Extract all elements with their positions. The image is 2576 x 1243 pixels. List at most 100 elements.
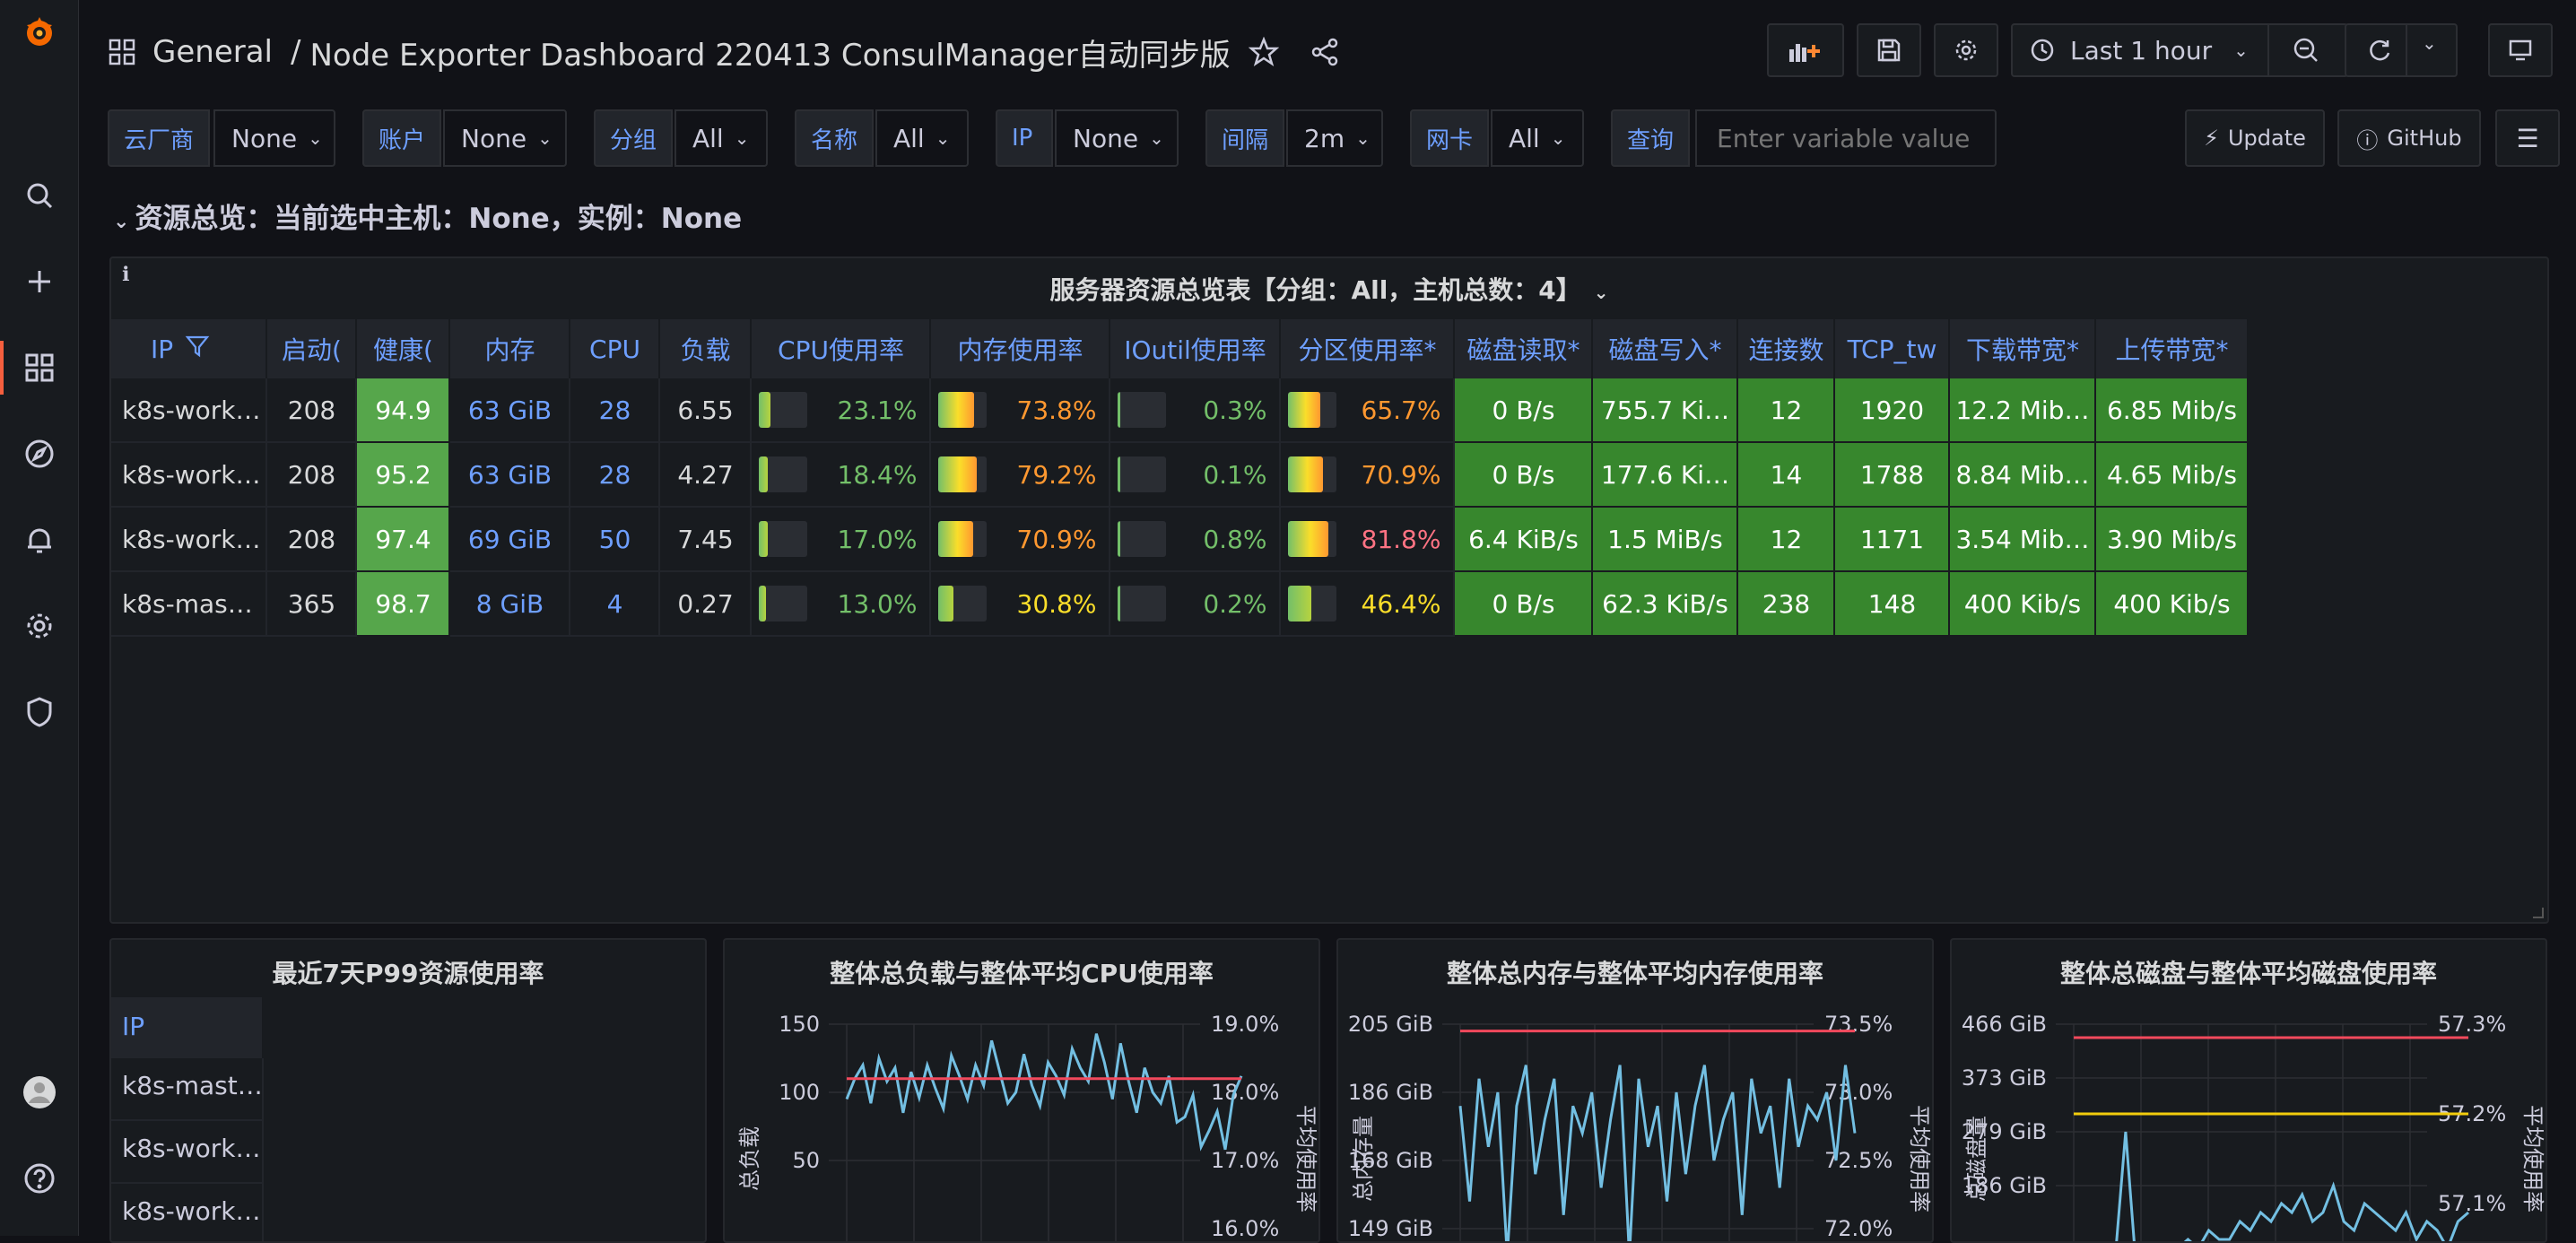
column-header[interactable]: 分区使用率*: [1280, 319, 1456, 378]
panel-title[interactable]: 服务器资源总览表【分组：All，主机总数：4】 ⌄: [111, 271, 2547, 307]
table-cell-tcp: 1171: [1834, 507, 1951, 572]
variable-select-group[interactable]: All ⌄: [674, 109, 768, 167]
chart-title[interactable]: 整体总内存与整体平均内存使用率: [1446, 959, 1823, 988]
y2-tick-label: 73.5%: [1824, 1012, 1893, 1037]
chevron-down-icon: ⌄: [734, 127, 750, 149]
table-row[interactable]: k8s-mas… 365 98.7 8 GiB 4 0.27 13.0% 30.8% 0.2% 4…: [111, 571, 2250, 637]
update-label: Update: [2227, 126, 2306, 151]
gauge-value: 0.1%: [1203, 459, 1267, 490]
gauge-cell: 79.2%: [930, 442, 1111, 508]
user-avatar[interactable]: [22, 1074, 57, 1110]
gauge-cell: 81.8%: [1280, 507, 1456, 572]
gauge-value: 73.8%: [1016, 395, 1097, 425]
gauge-value: 70.9%: [1016, 524, 1097, 554]
table-row[interactable]: k8s-work… 208 94.9 63 GiB 28 6.55 23.1% 73.8% 0.…: [111, 378, 2250, 443]
plus-icon[interactable]: [22, 264, 57, 300]
variable-select-interval[interactable]: 2m ⌄: [1286, 109, 1383, 167]
y2-axis-label: 平均使用率: [2520, 1105, 2546, 1213]
query-input[interactable]: [1695, 109, 1997, 167]
zoom-out-icon[interactable]: [2293, 37, 2319, 64]
column-header[interactable]: 启动(: [266, 319, 358, 378]
column-header[interactable]: 磁盘写入*: [1592, 319, 1739, 378]
column-header[interactable]: TCP_tw: [1834, 319, 1951, 378]
refresh-interval-chevron-icon[interactable]: ⌄: [2422, 32, 2437, 54]
y-tick-label: 373 GiB: [1962, 1065, 2047, 1091]
add-panel-button[interactable]: [1767, 23, 1844, 77]
variable-select-cloud[interactable]: None ⌄: [213, 109, 335, 167]
row-header[interactable]: ⌄ 资源总览：当前选中主机：None，实例：None: [113, 196, 742, 236]
column-header[interactable]: 内存: [449, 319, 571, 378]
resize-handle-icon[interactable]: [2533, 908, 2544, 918]
panel-info-icon[interactable]: ℹ: [122, 264, 130, 286]
server-admin-shield-icon[interactable]: [22, 694, 57, 730]
table-cell-cpu: 28: [570, 378, 661, 443]
refresh-button[interactable]: ⌄: [2345, 23, 2458, 77]
dashboard-settings-button[interactable]: [1934, 23, 1998, 77]
grafana-logo-icon[interactable]: [22, 14, 57, 50]
update-link-button[interactable]: ⚡ Update: [2185, 109, 2325, 167]
table-header-row: IP 启动(健康(内存 CPU 负载 CPU使用率 内存使用率 IOutil使用率 分区使用率…: [111, 319, 2250, 378]
y-tick-label: 149 GiB: [1348, 1216, 1433, 1241]
column-header[interactable]: CPU使用率: [751, 319, 932, 378]
chart-title[interactable]: 整体总磁盘与整体平均磁盘使用率: [2059, 959, 2437, 988]
table-cell-tcp: 1920: [1834, 378, 1951, 443]
y2-tick-label: 17.0%: [1211, 1148, 1279, 1173]
gauge-value: 79.2%: [1016, 459, 1097, 490]
filter-icon[interactable]: [185, 334, 210, 359]
table-cell-up: 3.90 Mib/s: [2095, 507, 2250, 572]
gauge-bar: [938, 392, 988, 428]
share-icon[interactable]: [1310, 37, 1340, 67]
dashboard-title[interactable]: Node Exporter Dashboard 220413 ConsulMan…: [309, 37, 1231, 74]
time-picker-button[interactable]: Last 1 hour ⌄: [2011, 23, 2348, 77]
p99-header-ip[interactable]: IP: [111, 997, 262, 1058]
gauge-bar: [938, 521, 988, 557]
configuration-gear-icon[interactable]: [22, 608, 57, 644]
help-icon[interactable]: [22, 1160, 57, 1196]
table-body: k8s-work… 208 94.9 63 GiB 28 6.55 23.1% 73.8% 0.…: [111, 378, 2250, 637]
column-header[interactable]: CPU: [570, 319, 661, 378]
table-row[interactable]: k8s-work… 208 97.4 69 GiB 50 7.45 17.0% 70.9% 0.…: [111, 507, 2250, 572]
panel-title[interactable]: 最近7天P99资源使用率: [272, 959, 544, 988]
y2-axis-label: 平均使用率: [1293, 1105, 1318, 1213]
column-header[interactable]: IOutil使用率: [1110, 319, 1282, 378]
breadcrumb-folder[interactable]: General: [152, 34, 273, 70]
dashboards-icon: [108, 38, 136, 66]
gauge-cell: 0.1%: [1110, 442, 1282, 508]
menu-button[interactable]: ☰: [2495, 109, 2560, 167]
star-icon[interactable]: [1248, 36, 1280, 67]
cycle-view-mode-button[interactable]: [2488, 23, 2553, 77]
column-header[interactable]: 负载: [659, 319, 753, 378]
variables-bar: 云厂商 None ⌄ 账户 None ⌄ 分组 All ⌄ 名称 All ⌄ IP No…: [108, 109, 2576, 167]
table-cell-conn: 12: [1737, 378, 1836, 443]
table-cell-load: 0.27: [659, 571, 753, 637]
github-link-button[interactable]: ⓘ GitHub: [2337, 109, 2481, 167]
column-header[interactable]: 下载带宽*: [1949, 319, 2097, 378]
variable-select-nic[interactable]: All ⌄: [1491, 109, 1584, 167]
column-header[interactable]: 连接数: [1737, 319, 1836, 378]
variable-select-name[interactable]: All ⌄: [875, 109, 969, 167]
gauge-bar: [1118, 521, 1167, 557]
chart-title[interactable]: 整体总负载与整体平均CPU使用率: [830, 959, 1214, 988]
column-header[interactable]: IP: [111, 319, 268, 378]
table-cell-mem: 63 GiB: [449, 442, 571, 508]
variable-value: None: [1073, 123, 1139, 153]
gauge-bar: [759, 586, 808, 622]
resource-table: IP 启动(健康(内存 CPU 负载 CPU使用率 内存使用率 IOutil使用率 分区使用率…: [111, 319, 2250, 637]
alerting-bell-icon[interactable]: [22, 522, 57, 558]
table-row[interactable]: k8s-work… 208 95.2 63 GiB 28 4.27 18.4% 79.2% 0.…: [111, 442, 2250, 508]
monitor-icon: [2509, 39, 2532, 61]
column-header[interactable]: 磁盘读取*: [1454, 319, 1594, 378]
gauge-bar: [938, 456, 988, 492]
variable-select-account[interactable]: None ⌄: [443, 109, 567, 167]
column-header[interactable]: 内存使用率: [930, 319, 1111, 378]
search-icon[interactable]: [22, 178, 57, 213]
save-dashboard-button[interactable]: [1857, 23, 1921, 77]
variable-select-ip[interactable]: None ⌄: [1055, 109, 1179, 167]
gauge-cell: 70.9%: [1280, 442, 1456, 508]
variable-label-query: 查询: [1611, 109, 1690, 167]
table-cell-uptime: 208: [266, 442, 358, 508]
column-header[interactable]: 健康(: [356, 319, 451, 378]
column-header[interactable]: 上传带宽*: [2095, 319, 2250, 378]
explore-compass-icon[interactable]: [22, 436, 57, 472]
dashboards-icon[interactable]: [22, 350, 57, 386]
